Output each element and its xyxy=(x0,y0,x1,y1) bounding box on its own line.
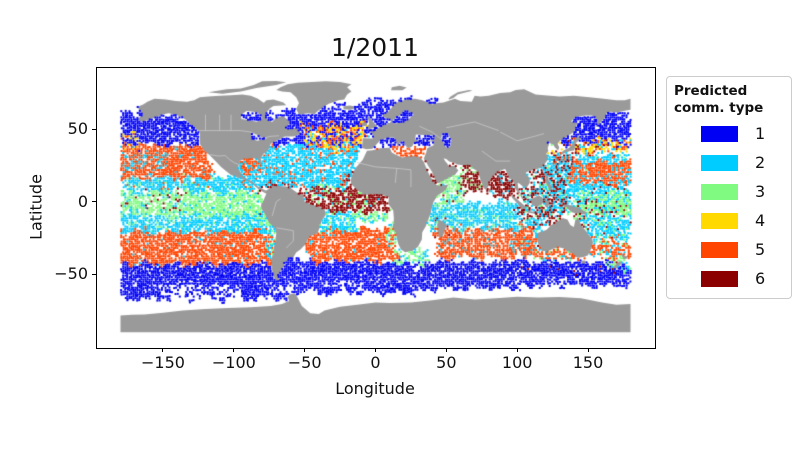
x-tick-mark xyxy=(304,348,306,352)
x-tick-mark xyxy=(162,348,164,352)
legend-swatch-4 xyxy=(701,212,738,229)
legend: Predicted comm. type 1 2 3 4 5 6 xyxy=(666,76,792,299)
plot-title: 1/2011 xyxy=(331,33,419,62)
legend-label: 1 xyxy=(755,124,766,143)
x-axis-label: Longitude xyxy=(335,379,415,398)
legend-item: 4 xyxy=(674,206,785,235)
legend-swatch-6 xyxy=(701,270,738,287)
legend-label: 2 xyxy=(755,153,766,172)
x-tick-mark xyxy=(375,348,376,352)
legend-item: 1 xyxy=(674,119,785,148)
plot-area xyxy=(96,67,656,349)
x-tick-label: −50 xyxy=(287,353,322,372)
legend-title: Predicted comm. type xyxy=(674,83,764,116)
legend-item: 6 xyxy=(674,264,785,293)
x-tick-label: 50 xyxy=(436,353,457,372)
legend-item: 5 xyxy=(674,235,785,264)
y-tick-label: 50 xyxy=(67,119,88,139)
y-tick-mark xyxy=(92,128,96,130)
y-tick-mark xyxy=(92,201,96,203)
legend-swatch-2 xyxy=(701,154,738,171)
map-canvas xyxy=(97,68,655,348)
x-tick-label: 150 xyxy=(572,353,604,372)
legend-label: 5 xyxy=(755,240,766,259)
x-tick-label: −150 xyxy=(141,353,185,372)
legend-item: 2 xyxy=(674,148,785,177)
y-tick-label: 0 xyxy=(77,191,88,211)
legend-item: 3 xyxy=(674,177,785,206)
x-tick-label: −100 xyxy=(211,353,256,372)
legend-label: 4 xyxy=(755,211,766,230)
x-tick-mark xyxy=(587,348,589,352)
x-tick-label: 0 xyxy=(370,353,381,372)
legend-swatch-5 xyxy=(701,241,738,258)
legend-items: 1 2 3 4 5 6 xyxy=(674,119,785,293)
legend-label: 6 xyxy=(755,269,766,288)
x-tick-mark xyxy=(233,348,235,352)
y-tick-label: −50 xyxy=(54,264,88,284)
legend-label: 3 xyxy=(755,182,766,201)
y-tick-mark xyxy=(92,273,96,275)
x-tick-label: 100 xyxy=(501,353,533,372)
x-tick-mark xyxy=(516,348,518,352)
legend-swatch-3 xyxy=(701,183,738,200)
x-tick-mark xyxy=(445,348,447,352)
legend-swatch-1 xyxy=(701,125,738,142)
